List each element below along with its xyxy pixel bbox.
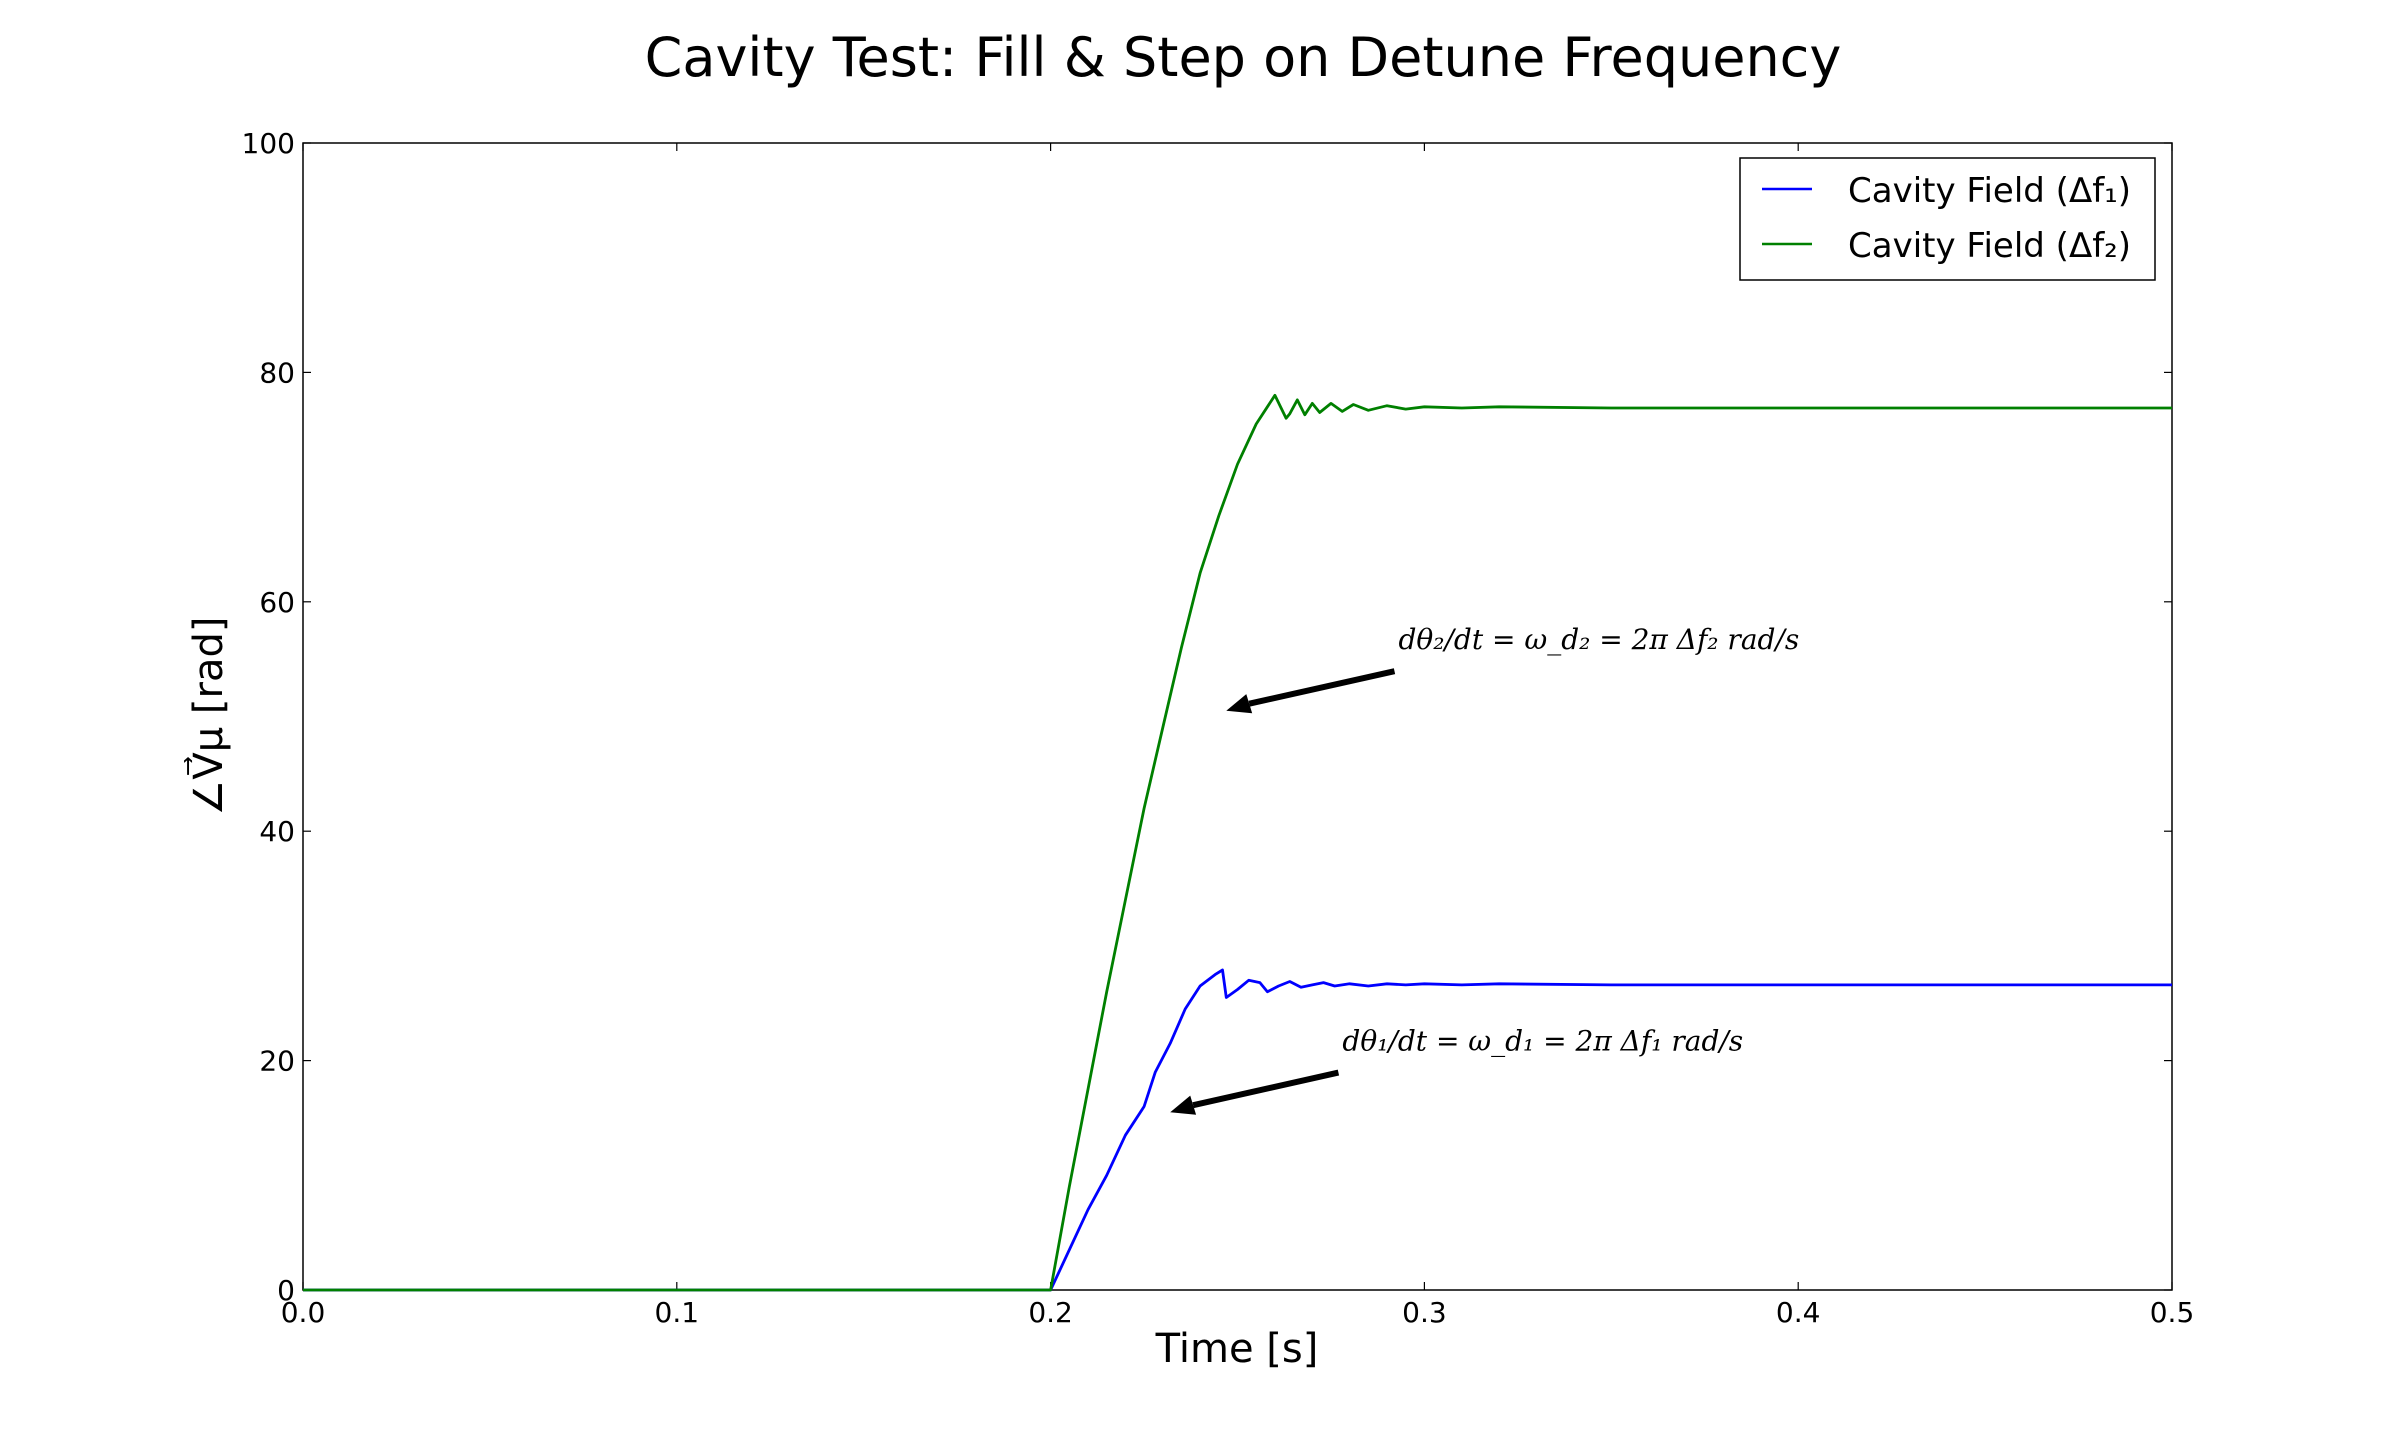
y-tick-label: 40 (259, 815, 295, 848)
annotation-arrow-1 (1248, 668, 1396, 707)
series-line-1 (303, 968, 2172, 1292)
annotation-text-1: dθ₂/dt = ω_d₂ = 2π Δf₂ rad/s (1398, 623, 1799, 656)
x-tick-label: 0.0 (281, 1296, 326, 1329)
series-line-2 (303, 393, 2172, 1292)
y-tick-label: 20 (259, 1045, 295, 1078)
legend-label-series-2: Cavity Field (Δf₂) (1848, 226, 2131, 266)
y-axis-label: ∠V⃗μ [rad] (184, 617, 232, 816)
legend-box (1739, 157, 2156, 281)
legend: Cavity Field (Δf₁) Cavity Field (Δf₂) (1739, 157, 2156, 281)
chart-title: Cavity Test: Fill & Step on Detune Frequ… (645, 26, 1842, 89)
annotation-arrow-2 (1192, 1069, 1340, 1109)
x-tick-label: 0.4 (1776, 1296, 1821, 1329)
annotation-arrowhead-2 (1170, 1095, 1197, 1115)
x-tick-label: 0.2 (1028, 1296, 1073, 1329)
annotation-text-2: dθ₁/dt = ω_d₁ = 2π Δf₁ rad/s (1342, 1025, 1743, 1058)
y-tick-label: 60 (259, 586, 295, 619)
annotation-arrowhead-1 (1226, 694, 1253, 714)
x-tick-label: 0.5 (2150, 1296, 2195, 1329)
x-axis-label: Time [s] (1155, 1326, 1319, 1372)
legend-label-series-1: Cavity Field (Δf₁) (1848, 171, 2131, 211)
y-tick-label: 100 (242, 127, 295, 160)
plot-frame (302, 142, 2173, 1291)
y-tick-label: 0 (277, 1274, 295, 1307)
x-tick-label: 0.3 (1402, 1296, 1447, 1329)
y-tick-label: 80 (259, 356, 295, 389)
x-tick-label: 0.1 (655, 1296, 700, 1329)
